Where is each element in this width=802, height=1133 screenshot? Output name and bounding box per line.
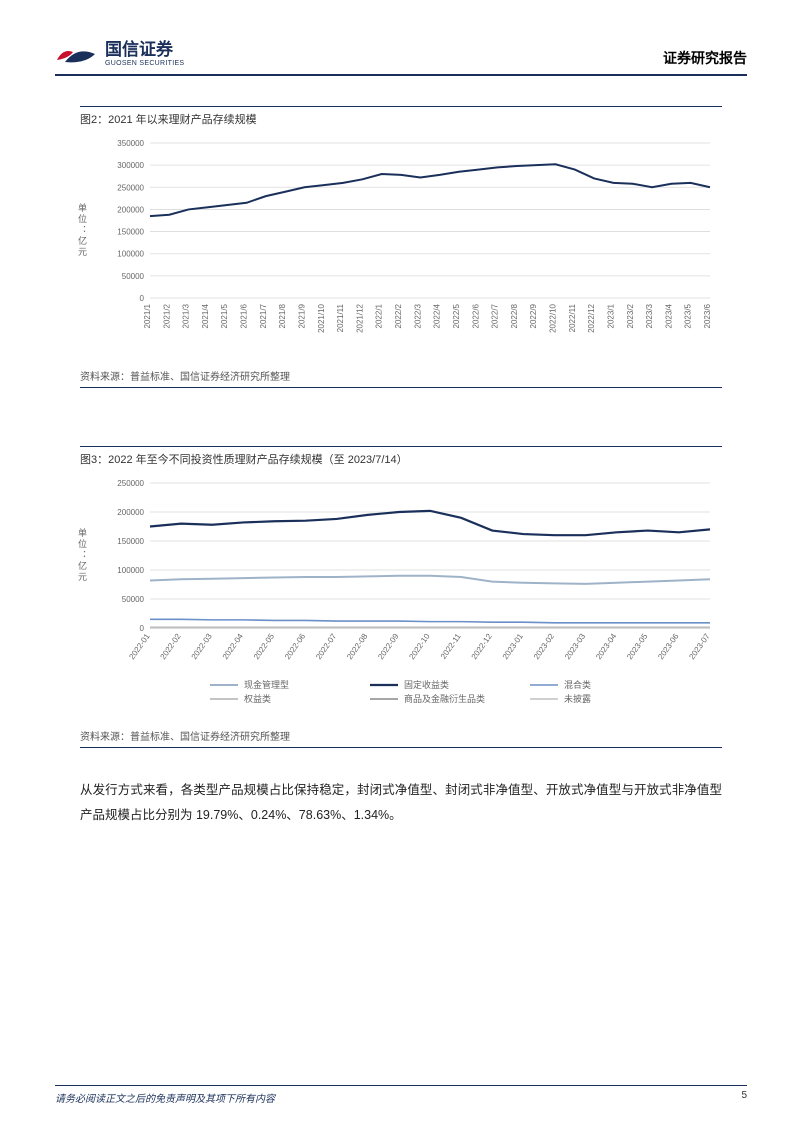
svg-text:2022-05: 2022-05 (252, 632, 277, 662)
chart-2-source: 资料来源：普益标准、国信证券经济研究所整理 (80, 362, 722, 388)
report-type-label: 证券研究报告 (663, 48, 747, 68)
svg-text:2022/7: 2022/7 (491, 303, 500, 328)
svg-text:2021/7: 2021/7 (259, 303, 268, 328)
svg-text:150000: 150000 (117, 537, 144, 546)
svg-text:2022/6: 2022/6 (471, 303, 480, 328)
svg-text:未披露: 未披露 (564, 693, 591, 704)
svg-text:2022-09: 2022-09 (376, 632, 401, 662)
svg-text:2022/2: 2022/2 (394, 303, 403, 328)
chart-3-svg: 0 50000 100000 150000 200000 250000 2022-01 202… (80, 473, 720, 713)
svg-text:350000: 350000 (117, 139, 144, 148)
chart-3-title: 图3：2022 年至今不同投资性质理财产品存续规模（至 2023/7/14） (80, 446, 722, 467)
svg-text:2022-07: 2022-07 (314, 632, 339, 662)
svg-text:100000: 100000 (117, 250, 144, 259)
svg-text:2023-07: 2023-07 (687, 632, 712, 662)
svg-text:2023/2: 2023/2 (626, 303, 635, 328)
svg-text:200000: 200000 (117, 205, 144, 214)
svg-text:2021/2: 2021/2 (162, 303, 171, 328)
svg-text:100000: 100000 (117, 566, 144, 575)
svg-text:2022-01: 2022-01 (127, 632, 152, 662)
svg-text:250000: 250000 (117, 183, 144, 192)
svg-text:2023-02: 2023-02 (532, 632, 557, 662)
company-name-cn: 国信证券 (105, 41, 184, 60)
svg-text:2021/3: 2021/3 (182, 303, 191, 328)
svg-text:2021/6: 2021/6 (240, 303, 249, 328)
svg-text:2023-04: 2023-04 (594, 632, 619, 662)
svg-text:2023/6: 2023/6 (703, 303, 712, 328)
chart-2-section: 图2：2021 年以来理财产品存续规模 0 50000 100000 150000 20… (80, 106, 722, 388)
chart-3-body: 0 50000 100000 150000 200000 250000 2022-01 202… (80, 473, 722, 718)
svg-text:2022-12: 2022-12 (470, 632, 495, 662)
page-footer: 请务必阅读正文之后的免责声明及其项下所有内容 5 (55, 1085, 747, 1105)
svg-text:2021/11: 2021/11 (336, 303, 345, 332)
svg-text:2023/5: 2023/5 (684, 303, 693, 328)
svg-text:2023/1: 2023/1 (606, 303, 615, 328)
chart-3-source: 资料来源：普益标准、国信证券经济研究所整理 (80, 722, 722, 748)
svg-text:2022/9: 2022/9 (529, 303, 538, 328)
chart-3-ylabel: 单位：亿元 (76, 528, 89, 583)
svg-text:0: 0 (140, 624, 145, 633)
svg-text:2022/1: 2022/1 (375, 303, 384, 328)
svg-text:2022/5: 2022/5 (452, 303, 461, 328)
svg-text:2022/8: 2022/8 (510, 303, 519, 328)
svg-text:2021/8: 2021/8 (278, 303, 287, 328)
svg-text:2023-06: 2023-06 (656, 632, 681, 662)
svg-text:现金管理型: 现金管理型 (244, 679, 289, 690)
svg-text:2023-03: 2023-03 (563, 632, 588, 662)
svg-text:2022-06: 2022-06 (283, 632, 308, 662)
svg-text:2022/3: 2022/3 (413, 303, 422, 328)
svg-text:2021/12: 2021/12 (355, 303, 364, 332)
svg-text:300000: 300000 (117, 161, 144, 170)
svg-text:2022/11: 2022/11 (568, 303, 577, 332)
svg-text:50000: 50000 (122, 272, 145, 281)
svg-text:150000: 150000 (117, 228, 144, 237)
svg-text:2023-01: 2023-01 (501, 632, 526, 662)
svg-text:2022/10: 2022/10 (549, 303, 558, 332)
chart-2-ylabel: 单位：亿元 (76, 203, 89, 258)
svg-text:2023-05: 2023-05 (625, 632, 650, 662)
svg-text:2022-11: 2022-11 (439, 632, 463, 661)
footer-page-number: 5 (741, 1090, 747, 1105)
svg-text:混合类: 混合类 (564, 679, 591, 690)
svg-text:0: 0 (140, 294, 145, 303)
svg-text:2021/5: 2021/5 (220, 303, 229, 328)
svg-text:200000: 200000 (117, 508, 144, 517)
svg-text:2021/1: 2021/1 (143, 303, 152, 328)
svg-text:2021/4: 2021/4 (201, 303, 210, 328)
svg-text:固定收益类: 固定收益类 (404, 679, 449, 690)
svg-text:2022/12: 2022/12 (587, 303, 596, 332)
chart-2-svg: 0 50000 100000 150000 200000 250000 300000 3500… (80, 133, 720, 353)
chart-3-section: 图3：2022 年至今不同投资性质理财产品存续规模（至 2023/7/14） 0… (80, 446, 722, 748)
svg-text:2022/4: 2022/4 (433, 303, 442, 328)
company-name-en: GUOSEN SECURITIES (105, 60, 184, 67)
svg-text:2022-10: 2022-10 (407, 632, 432, 662)
body-paragraph: 从发行方式来看，各类型产品规模占比保持稳定，封闭式净值型、封闭式非净值型、开放式… (80, 778, 722, 828)
svg-text:2022-03: 2022-03 (190, 632, 215, 662)
svg-text:50000: 50000 (122, 595, 145, 604)
svg-text:2023/3: 2023/3 (645, 303, 654, 328)
footer-disclaimer: 请务必阅读正文之后的免责声明及其项下所有内容 (55, 1090, 275, 1105)
svg-text:2021/9: 2021/9 (297, 303, 306, 328)
svg-text:250000: 250000 (117, 479, 144, 488)
svg-text:2022-02: 2022-02 (159, 632, 184, 662)
logo-text: 国信证券 GUOSEN SECURITIES (105, 41, 184, 67)
logo-icon (55, 40, 97, 68)
svg-text:2022-04: 2022-04 (221, 632, 246, 662)
svg-text:商品及金融衍生品类: 商品及金融衍生品类 (404, 693, 485, 704)
svg-text:2023/4: 2023/4 (664, 303, 673, 328)
svg-text:2021/10: 2021/10 (317, 303, 326, 332)
chart-2-body: 0 50000 100000 150000 200000 250000 300000 3500… (80, 133, 722, 358)
report-header: 国信证券 GUOSEN SECURITIES 证券研究报告 (55, 40, 747, 76)
chart-2-title: 图2：2021 年以来理财产品存续规模 (80, 106, 722, 127)
svg-text:权益类: 权益类 (244, 693, 271, 704)
svg-text:2022-08: 2022-08 (345, 632, 370, 662)
company-logo: 国信证券 GUOSEN SECURITIES (55, 40, 184, 68)
